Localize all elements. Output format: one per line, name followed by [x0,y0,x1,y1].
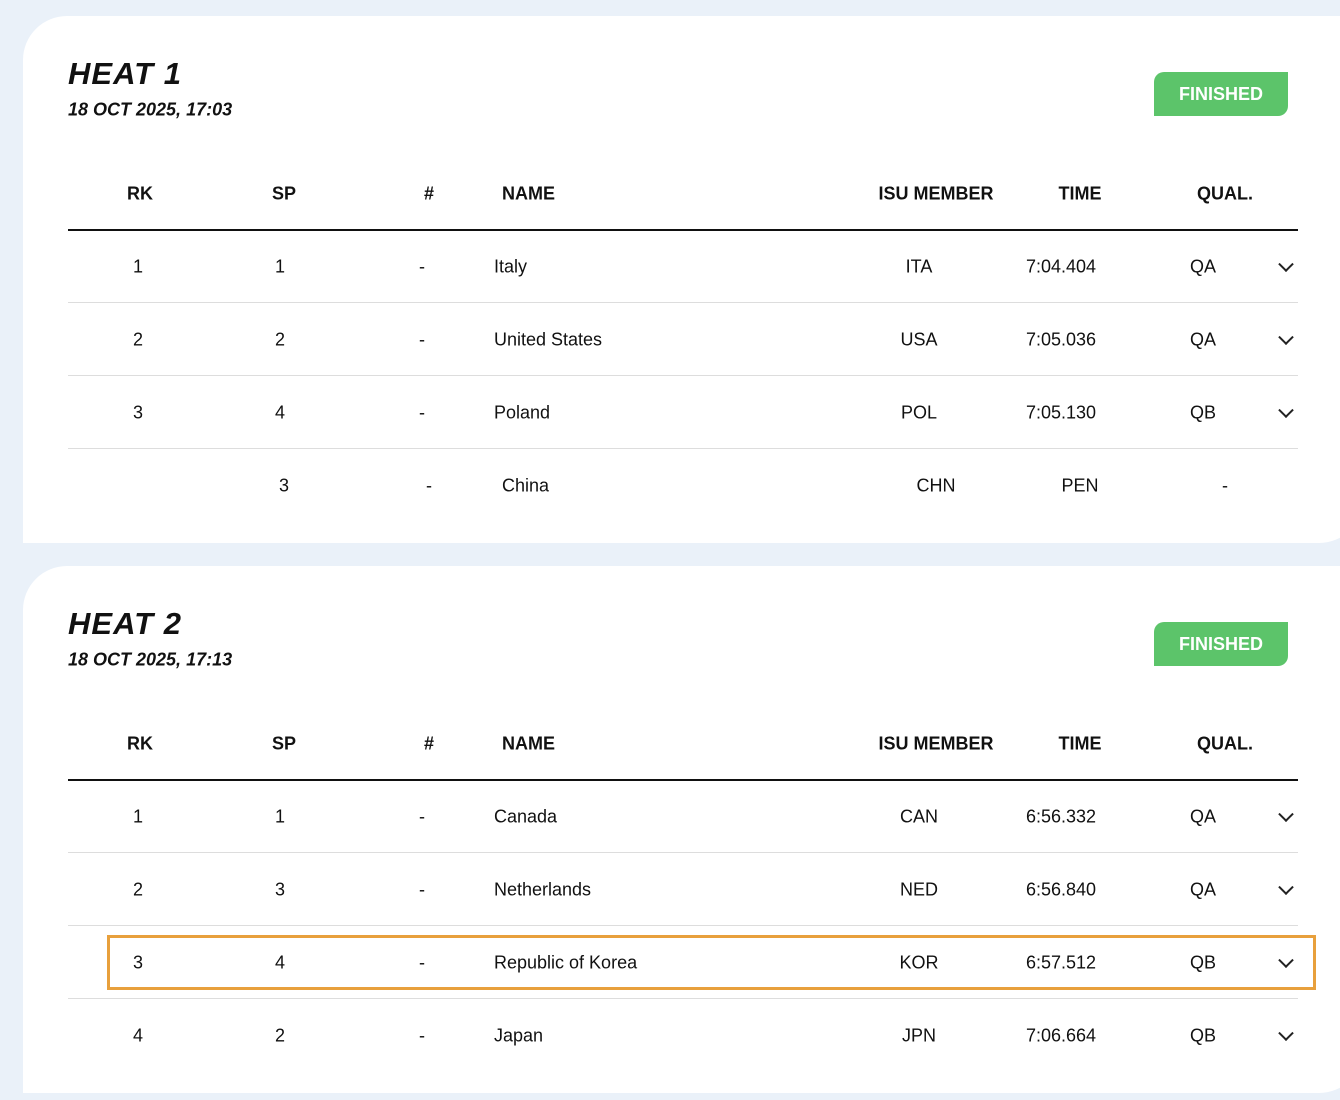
heat-title: HEAT 2 [68,606,182,641]
cell-rk: 3 [132,952,144,973]
column-header: ISU MEMBER [878,183,994,204]
column-header: ISU MEMBER [878,733,994,754]
cell-rk: 4 [132,1025,144,1046]
column-header: RK [127,183,153,204]
column-header: QUAL. [1197,733,1253,754]
cell-time: 7:04.404 [1025,256,1097,277]
row-separator [68,448,1298,449]
cell-rk: 1 [132,256,144,277]
heat-datetime: 18 OCT 2025, 17:13 [68,649,233,670]
cell-sp: 1 [274,256,286,277]
cell-num: - [419,879,425,900]
row-separator [68,852,1298,853]
row-separator [68,302,1298,303]
cell-time: 6:57.512 [1025,952,1097,973]
column-header: # [423,733,435,754]
cell-num: - [419,329,425,350]
cell-name: Republic of Korea [494,952,638,973]
cell-member: POL [900,402,938,423]
heat-card [23,566,1340,1093]
cell-name: Italy [494,256,528,277]
cell-name: Canada [494,806,558,827]
cell-qual: - [1222,475,1228,496]
cell-time: 7:05.130 [1025,402,1097,423]
row-separator [68,375,1298,376]
cell-qual: QA [1189,256,1217,277]
cell-sp: 4 [274,952,286,973]
cell-name: Netherlands [494,879,592,900]
cell-time: PEN [1061,475,1099,496]
column-header: SP [271,733,297,754]
cell-member: CAN [899,806,939,827]
row-separator [68,998,1298,999]
cell-num: - [419,952,425,973]
column-header: QUAL. [1197,183,1253,204]
header-rule [68,229,1298,231]
row-separator [68,925,1298,926]
cell-time: 7:05.036 [1025,329,1097,350]
column-header: TIME [1058,183,1102,204]
column-header: RK [127,733,153,754]
cell-qual: QB [1189,952,1217,973]
cell-member: KOR [899,952,939,973]
heat-datetime: 18 OCT 2025, 17:03 [68,99,233,120]
heat-card [23,16,1340,543]
status-badge: FINISHED [1154,72,1288,116]
cell-rk: 2 [132,329,144,350]
cell-member: ITA [905,256,933,277]
cell-sp: 3 [274,879,286,900]
cell-num: - [419,402,425,423]
cell-num: - [426,475,432,496]
cell-sp: 2 [274,1025,286,1046]
cell-member: JPN [901,1025,937,1046]
cell-sp: 3 [278,475,290,496]
cell-sp: 2 [274,329,286,350]
cell-member: USA [900,329,938,350]
column-header: # [423,183,435,204]
cell-name: United States [494,329,603,350]
cell-rk: 1 [132,806,144,827]
row-highlight [107,935,1316,990]
cell-qual: QB [1189,1025,1217,1046]
column-header: SP [271,183,297,204]
cell-name: Japan [494,1025,544,1046]
cell-qual: QA [1189,329,1217,350]
header-rule [68,779,1298,781]
column-header: NAME [502,733,555,754]
cell-sp: 1 [274,806,286,827]
cell-name: Poland [494,402,551,423]
cell-rk: 3 [132,402,144,423]
cell-qual: QA [1189,879,1217,900]
column-header: TIME [1058,733,1102,754]
cell-qual: QB [1189,402,1217,423]
column-header: NAME [502,183,555,204]
cell-name: China [502,475,550,496]
cell-sp: 4 [274,402,286,423]
cell-member: NED [899,879,939,900]
cell-num: - [419,806,425,827]
cell-time: 6:56.840 [1025,879,1097,900]
cell-time: 6:56.332 [1025,806,1097,827]
cell-num: - [419,256,425,277]
cell-num: - [419,1025,425,1046]
cell-member: CHN [916,475,956,496]
status-badge: FINISHED [1154,622,1288,666]
cell-qual: QA [1189,806,1217,827]
cell-time: 7:06.664 [1025,1025,1097,1046]
cell-rk: 2 [132,879,144,900]
heat-title: HEAT 1 [68,56,182,91]
